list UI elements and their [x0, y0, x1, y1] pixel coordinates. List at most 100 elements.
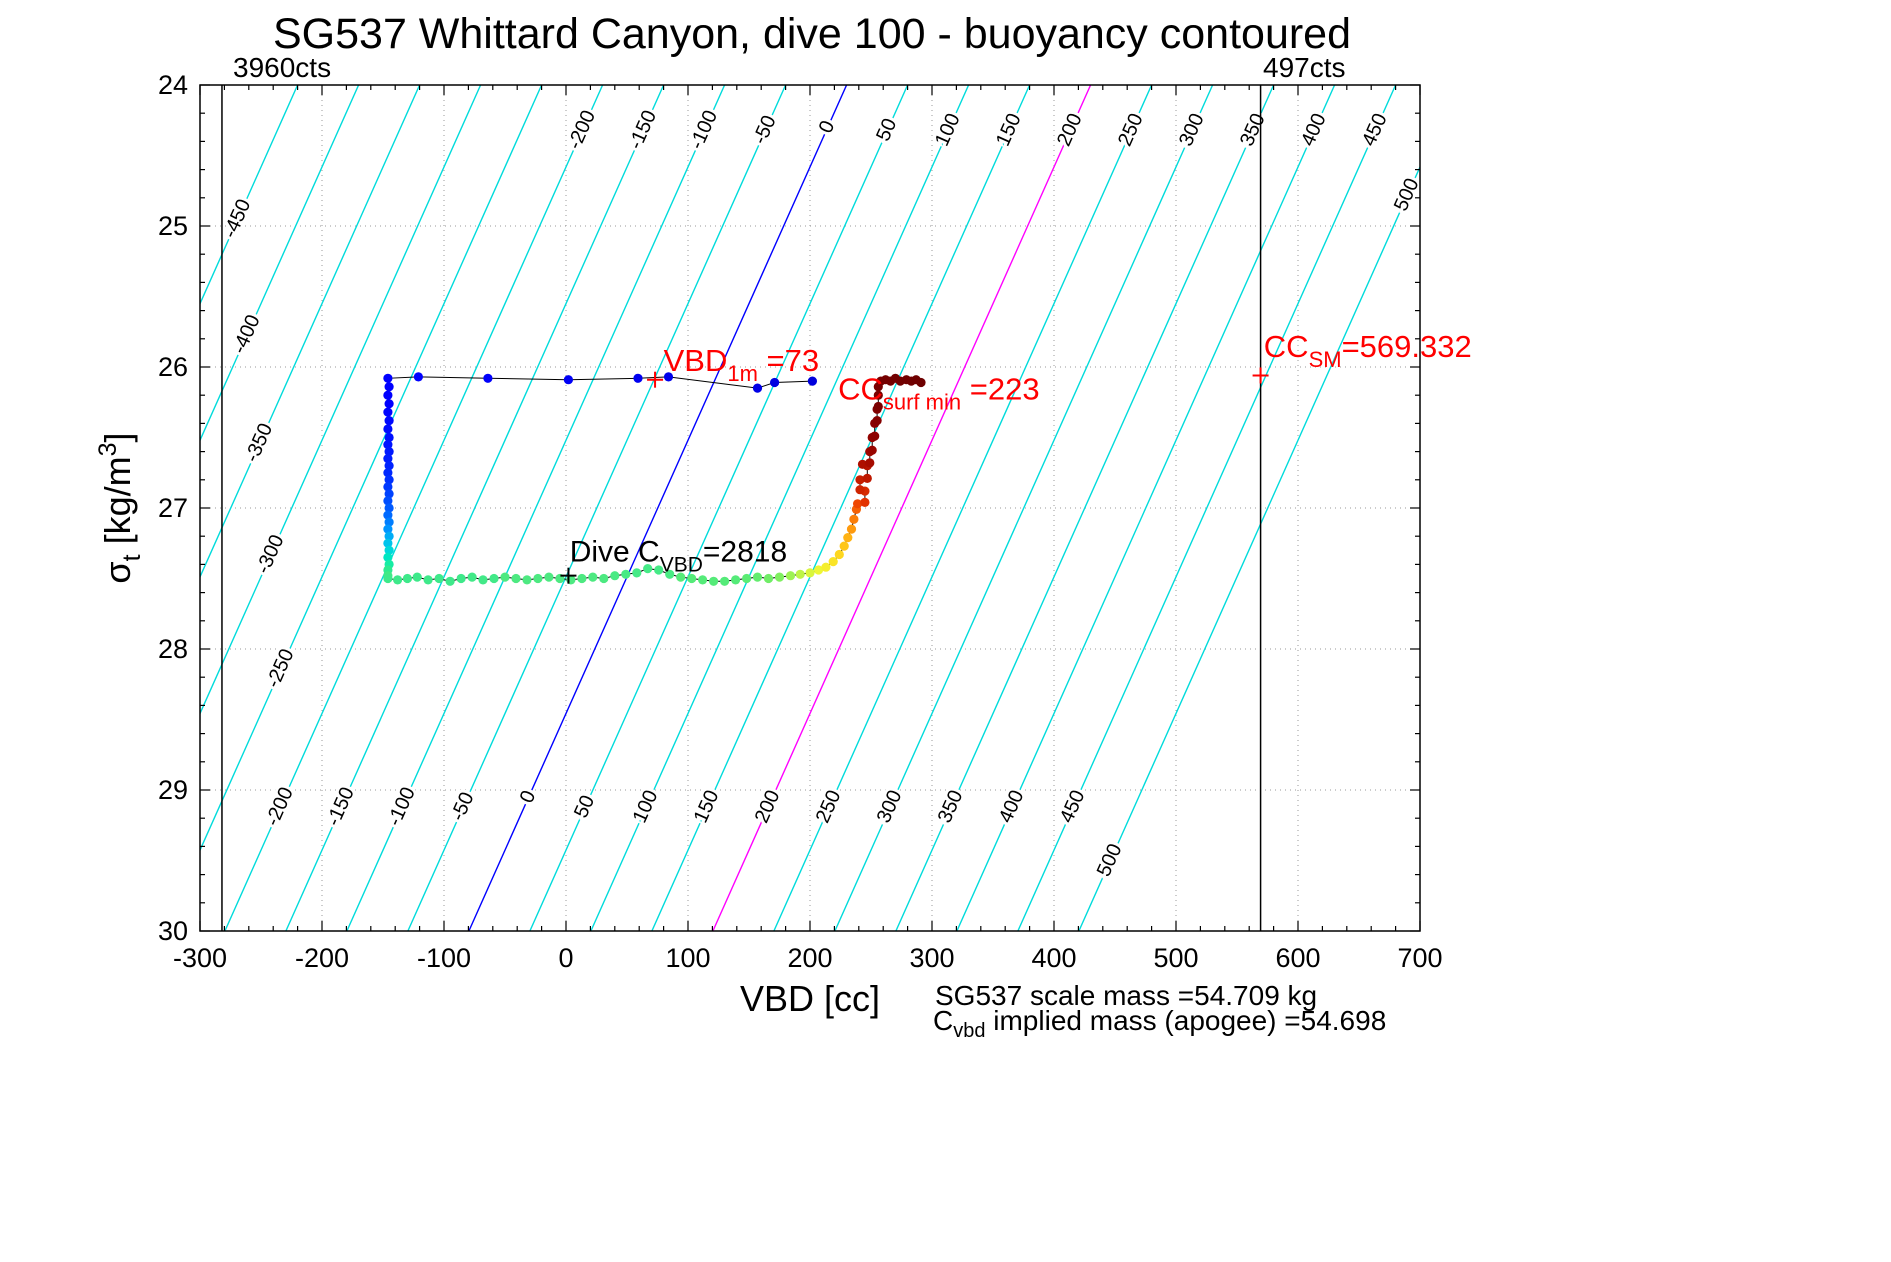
svg-text:0: 0: [516, 787, 541, 806]
track-point: [867, 445, 877, 455]
track-point: [663, 372, 674, 382]
x-tick-labels: -300 -200 -100 0 100 200 300 400 500 600 700: [173, 943, 1443, 973]
track-point: [731, 575, 741, 585]
track-point: [383, 440, 393, 450]
svg-text:50: 50: [872, 115, 901, 144]
track-point: [384, 531, 394, 541]
track-point: [383, 424, 393, 434]
svg-text:-150: -150: [322, 784, 358, 830]
track-point: [384, 475, 394, 485]
implied-mass-pre: C: [933, 1005, 954, 1036]
grid: [199, 84, 1421, 932]
svg-text:-200: -200: [261, 784, 297, 830]
track-point: [393, 575, 403, 585]
svg-text:600: 600: [1275, 943, 1320, 973]
svg-text:400: 400: [995, 787, 1029, 826]
track-point: [687, 573, 697, 584]
svg-text:400: 400: [1297, 110, 1331, 149]
plus-marker: [560, 567, 577, 584]
track-point: [865, 458, 875, 468]
track-point: [456, 573, 466, 584]
track-point: [383, 482, 393, 492]
svg-text:450: 450: [1358, 110, 1392, 149]
svg-text:300: 300: [909, 943, 954, 973]
track-point: [873, 390, 883, 400]
track-point: [383, 468, 393, 478]
track-point: [774, 572, 785, 582]
track-point: [588, 572, 598, 582]
track-point: [384, 517, 394, 527]
track-point: [413, 372, 423, 382]
track-point: [483, 373, 493, 383]
svg-text:26: 26: [158, 352, 188, 382]
track-point: [384, 447, 394, 457]
left-counts-label: 3960cts: [233, 52, 332, 83]
track-point: [632, 568, 642, 578]
track-point: [872, 416, 882, 426]
svg-text:100: 100: [629, 787, 663, 826]
track-point: [384, 416, 394, 426]
track-point: [384, 503, 394, 513]
svg-text:0: 0: [815, 117, 840, 136]
track-point: [384, 545, 394, 555]
svg-text:24: 24: [158, 70, 188, 100]
track-point: [676, 572, 686, 582]
annotation-dive-cvbd: Dive CVBD=2818: [570, 536, 787, 577]
track-point: [752, 383, 763, 393]
track-point: [828, 557, 838, 567]
track-point: [643, 564, 653, 574]
track-point: [785, 571, 796, 581]
svg-text:30: 30: [158, 916, 188, 946]
svg-text:100: 100: [931, 110, 965, 149]
svg-text:-250: -250: [262, 646, 298, 692]
track-point: [834, 549, 844, 560]
track-point: [384, 489, 394, 499]
track-point: [511, 573, 521, 584]
track-point: [599, 573, 609, 584]
svg-text:-50: -50: [749, 112, 781, 147]
svg-text:350: 350: [1236, 110, 1270, 149]
annotation-cc-sm: CCSM=569.332: [1264, 329, 1472, 372]
svg-text:-350: -350: [241, 420, 277, 466]
svg-text:27: 27: [158, 493, 188, 523]
svg-text:-400: -400: [228, 312, 264, 358]
svg-text:29: 29: [158, 775, 188, 805]
svg-text:-100: -100: [417, 943, 471, 973]
svg-text:100: 100: [665, 943, 710, 973]
svg-text:-100: -100: [686, 107, 722, 153]
buoyancy-contours: [200, 85, 1420, 931]
track-point: [423, 575, 433, 585]
plus-marker: [647, 371, 664, 388]
track-point: [383, 538, 393, 548]
track-point: [383, 373, 393, 383]
track-point: [855, 485, 865, 495]
track-point: [384, 461, 394, 471]
svg-text:200: 200: [751, 787, 785, 826]
chart-title: SG537 Whittard Canyon, dive 100 - buoyan…: [272, 10, 1352, 58]
svg-text:150: 150: [690, 787, 724, 826]
scale-mass-text: SG537 scale mass =54.709 kg: [935, 980, 1318, 1011]
track-point: [478, 575, 488, 585]
track-point: [563, 375, 574, 385]
track-point: [383, 524, 393, 534]
svg-text:500: 500: [1153, 943, 1198, 973]
track-point: [654, 565, 664, 575]
track-point: [383, 510, 393, 520]
svg-text:250: 250: [812, 787, 846, 826]
track-point: [807, 376, 818, 386]
svg-text:300: 300: [873, 787, 907, 826]
track-point: [795, 569, 805, 579]
y-axis-label: σt [kg/m3]: [94, 432, 146, 583]
track-point: [434, 573, 444, 584]
track-point: [384, 399, 394, 409]
svg-text:-300: -300: [173, 943, 227, 973]
track-point: [489, 573, 499, 584]
svg-text:-200: -200: [295, 943, 349, 973]
plus-marker: [1252, 367, 1269, 384]
track-point: [805, 568, 815, 578]
annotation-cc-surf-min: CCsurf min =223: [838, 371, 1039, 414]
track-point: [402, 573, 412, 584]
track-point: [383, 496, 393, 506]
svg-text:450: 450: [1056, 787, 1090, 826]
track-point: [467, 572, 477, 582]
